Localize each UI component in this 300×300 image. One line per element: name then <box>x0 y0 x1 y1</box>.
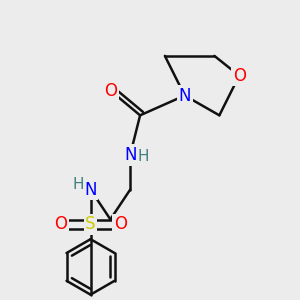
Text: N: N <box>178 86 191 104</box>
Text: H: H <box>73 177 84 192</box>
Text: N: N <box>84 181 97 199</box>
Text: O: O <box>114 215 127 233</box>
Text: O: O <box>233 67 246 85</box>
Text: O: O <box>104 82 117 100</box>
Text: N: N <box>124 146 136 164</box>
Text: O: O <box>54 215 67 233</box>
Text: S: S <box>85 215 96 233</box>
Text: H: H <box>137 149 149 164</box>
